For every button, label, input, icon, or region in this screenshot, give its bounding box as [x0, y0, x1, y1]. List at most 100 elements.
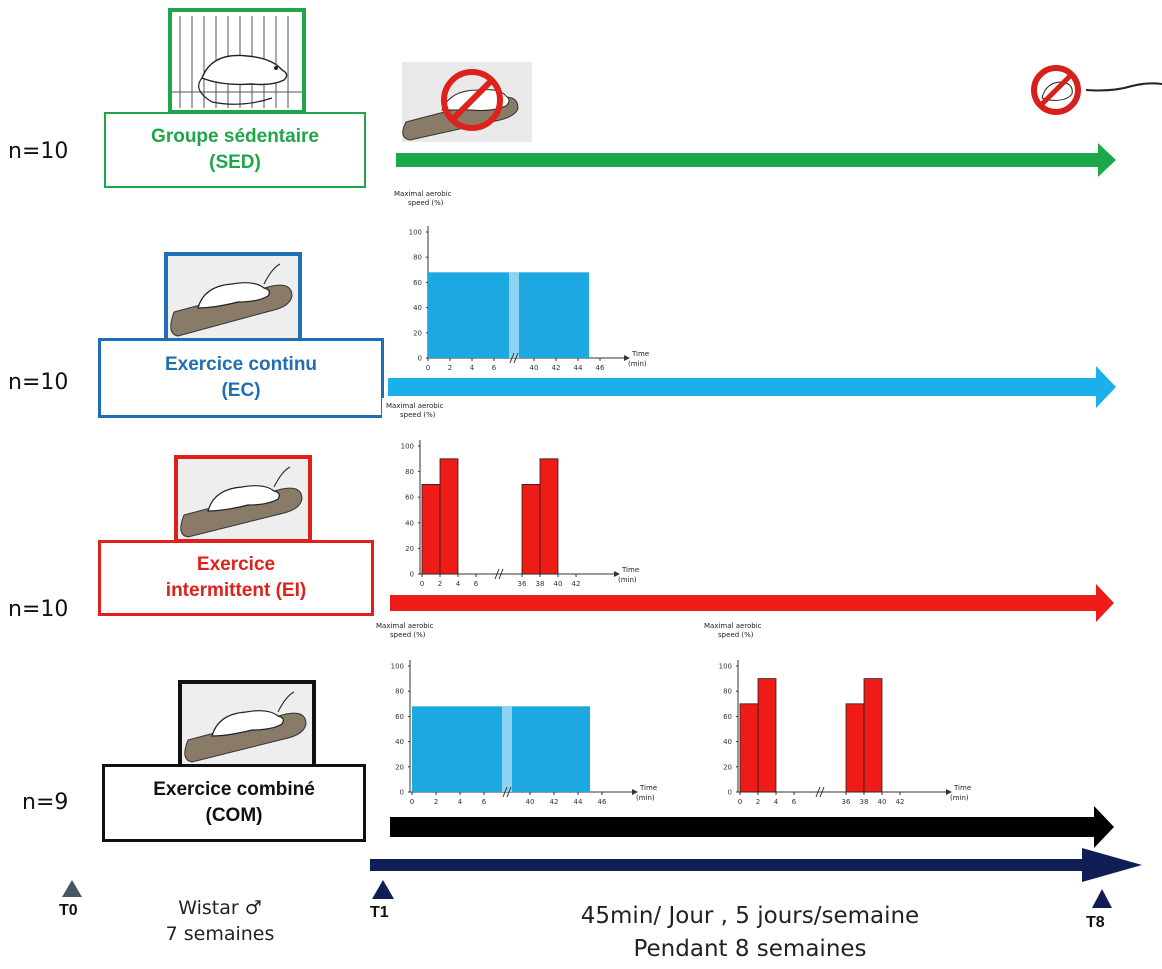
bar [863, 678, 883, 793]
bar [421, 484, 441, 575]
x-tick-label: 2 [756, 798, 760, 806]
y-tick-label: 60 [723, 713, 732, 721]
bar [757, 678, 777, 793]
cage-rat-image [168, 8, 306, 114]
x-tick-label: 4 [456, 580, 461, 588]
group-label-ec-line2: (EC) [221, 380, 261, 401]
axis-break-mark [506, 786, 512, 798]
x-tick-label: 6 [474, 580, 479, 588]
y-tick-label: 100 [719, 663, 732, 671]
y-tick-label: 80 [405, 468, 414, 476]
y-tick-label: 60 [405, 494, 414, 502]
axis-break-mark [498, 568, 504, 580]
axis-break-mark [502, 786, 508, 798]
t8-label: T8 [1086, 914, 1105, 931]
group-label-com-line1: Exercice combiné [153, 779, 315, 801]
x-axis-label: Time [953, 784, 971, 792]
t0-label: T0 [59, 902, 78, 919]
bar [539, 458, 559, 575]
y-axis-label: Maximal aerobic [376, 622, 434, 630]
y-tick-label: 60 [413, 279, 422, 287]
axis-break-mark [509, 352, 515, 364]
group-label-ec-line1: Exercice continu [164, 354, 318, 376]
x-tick-label: 40 [530, 364, 539, 372]
y-axis-label: speed (%) [408, 199, 444, 207]
y-tick-label: 40 [405, 519, 414, 527]
y-tick-label: 40 [395, 738, 404, 746]
group-label-sed-line1: Groupe sédentaire [151, 126, 319, 148]
x-tick-label: 42 [572, 580, 581, 588]
x-tick-label: 44 [574, 364, 583, 372]
y-axis-label: Maximal aerobic [394, 190, 452, 198]
y-tick-label: 100 [401, 443, 414, 451]
axis-break-mark [815, 786, 821, 798]
y-axis-label: speed (%) [718, 631, 754, 639]
timeline-arrow [370, 848, 1142, 882]
x-axis-label: Time [621, 566, 639, 574]
x-tick-label: 4 [470, 364, 475, 372]
y-axis-label: Maximal aerobic [704, 622, 762, 630]
y-tick-label: 80 [395, 688, 404, 696]
x-axis-arrow-icon [946, 789, 952, 795]
treadmill-rat-image [178, 680, 316, 768]
x-tick-label: 2 [434, 798, 438, 806]
y-axis-label: speed (%) [400, 411, 436, 419]
y-tick-label: 20 [405, 545, 414, 553]
no-treadmill-image [402, 62, 532, 142]
y-tick-label: 20 [413, 329, 422, 337]
group-label-sed-line2: (SED) [209, 152, 261, 173]
y-tick-label: 60 [395, 713, 404, 721]
x-axis-unit: (min) [618, 576, 637, 584]
bar [428, 272, 589, 358]
x-tick-label: 4 [458, 798, 463, 806]
treadmill-rat-image [164, 252, 302, 342]
group-count-ec: n=10 [8, 370, 69, 395]
no-rat-icon [1028, 64, 1162, 120]
x-tick-label: 42 [896, 798, 905, 806]
bar [521, 484, 541, 575]
bar [439, 458, 459, 575]
arrow-com [390, 806, 1114, 848]
treadmill-rat-image [174, 455, 312, 543]
y-axis-label: Maximal aerobic [386, 402, 444, 410]
x-tick-label: 40 [878, 798, 887, 806]
group-box-sed: Groupe sédentaire (SED) [104, 112, 366, 188]
group-label-ei-line1: Exercice [196, 554, 276, 576]
age-line: 7 semaines [165, 922, 275, 945]
x-axis-label: Time [639, 784, 657, 792]
x-tick-label: 40 [554, 580, 563, 588]
x-tick-label: 0 [738, 798, 742, 806]
x-tick-label: 2 [438, 580, 442, 588]
group-label-ei-line2: intermittent (EI) [165, 580, 307, 601]
axis-break-band [502, 706, 512, 792]
x-tick-label: 38 [536, 580, 545, 588]
x-axis-unit: (min) [950, 794, 969, 802]
x-tick-label: 46 [598, 798, 607, 806]
protocol-label: 45min/ Jour , 5 jours/semaine Pendant 8 … [520, 900, 980, 967]
x-tick-label: 36 [842, 798, 851, 806]
group-box-com: Exercice combiné (COM) [102, 764, 366, 842]
y-tick-label: 20 [723, 763, 732, 771]
x-tick-label: 6 [492, 364, 497, 372]
group-box-ei: Exercice intermittent (EI) [98, 540, 374, 616]
t1-label: T1 [370, 904, 389, 921]
x-tick-label: 6 [482, 798, 487, 806]
x-axis-arrow-icon [614, 571, 620, 577]
y-axis-label: speed (%) [390, 631, 426, 639]
x-tick-label: 44 [574, 798, 583, 806]
x-tick-label: 4 [774, 798, 779, 806]
wistar-line: Wistar ♂ [178, 897, 262, 919]
x-axis-unit: (min) [628, 360, 647, 368]
axis-break-mark [494, 568, 500, 580]
y-tick-label: 40 [723, 738, 732, 746]
group-count-ei: n=10 [8, 597, 69, 622]
x-tick-label: 42 [550, 798, 559, 806]
arrow-ei [390, 584, 1114, 622]
y-tick-label: 80 [723, 688, 732, 696]
bar [412, 706, 590, 792]
y-tick-label: 0 [400, 789, 404, 797]
